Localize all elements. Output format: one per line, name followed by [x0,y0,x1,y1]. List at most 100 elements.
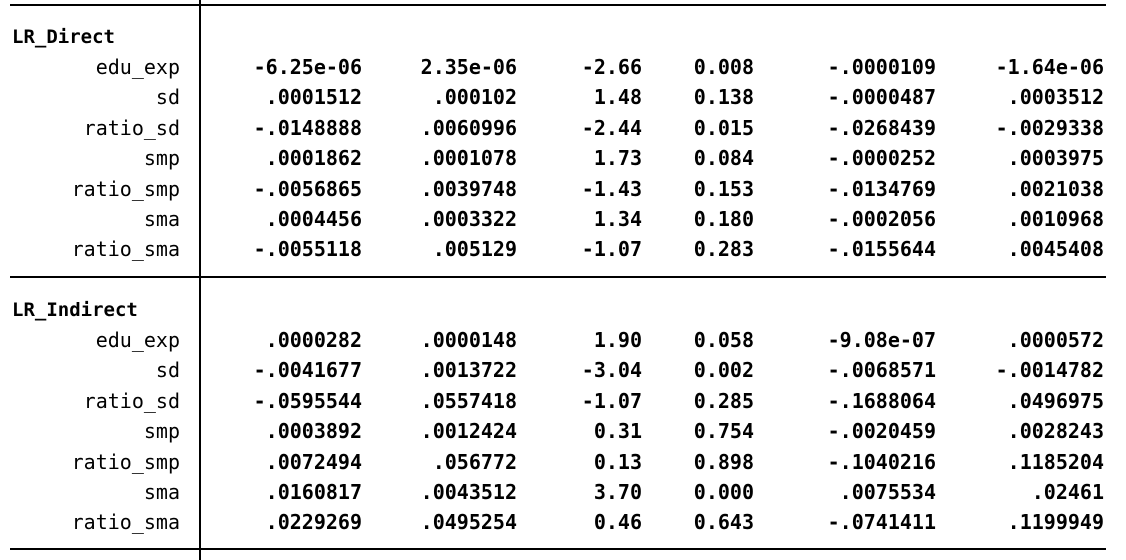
table-row: smp .0003892 .0012424 0.31 0.754 -.0020459 .00… [0,416,1126,446]
table-row: ratio_sd -.0148888 .0060996 -2.44 0.015 -.026… [0,113,1126,143]
table-row: ratio_smp -.0056865 .0039748 -1.43 0.153 -.01… [0,174,1126,204]
table-cell: .0160817 [265,480,362,504]
table-cell: -2.44 [581,115,642,140]
table-cell: 0.153 [693,176,754,201]
table-row: ratio_sma -.0055118 .005129 -1.07 0.283 -.015… [0,234,1126,264]
variable-name: ratio_sma [71,237,180,262]
table-cell: .0003892 [265,419,362,444]
table-cell: 1.34 [593,207,642,231]
table-cell: -.0056865 [253,176,362,201]
variable-name: sd [155,358,180,383]
table-cell: -.0000252 [827,146,936,171]
table-cell: .0039748 [420,176,517,201]
table-cell: -.0041677 [253,358,362,383]
table-cell: .0000282 [265,328,362,352]
table-cell: -1.07 [581,237,642,262]
table-cell: 0.015 [693,115,754,140]
table-cell: .0028243 [1007,419,1104,444]
variable-name: ratio_sd [83,388,180,413]
table-cell: 0.898 [693,449,754,474]
table-vertical-rule [199,0,201,560]
variable-name: ratio_smp [71,176,180,201]
table-cell: 0.46 [593,510,642,535]
table-row: ratio_smp .0072494 .056772 0.13 0.898 -.10402… [0,447,1126,477]
table-cell: 0.180 [693,207,754,231]
table-cell: .056772 [432,449,517,474]
table-cell: .0000572 [1007,328,1104,352]
table-cell: -.0595544 [253,388,362,413]
variable-name: edu_exp [95,328,180,352]
table-cell: .0003975 [1007,146,1104,171]
table-cell: .0495254 [420,510,517,535]
variable-name: sma [143,207,180,231]
table-cell: -.0002056 [827,207,936,231]
table-cell: -.0014782 [995,358,1104,383]
variable-name: smp [143,146,180,171]
table-cell: .0557418 [420,388,517,413]
table-cell: .000102 [432,85,517,110]
variable-name: ratio_smp [71,449,180,474]
group-label: LR_Indirect [12,299,138,321]
table-cell: 1.73 [593,146,642,171]
group-label: LR_Direct [12,26,115,48]
table-cell: .0003322 [420,207,517,231]
table-cell: .0001078 [420,146,517,171]
table-cell: 0.285 [693,388,754,413]
table-cell: .0045408 [1007,237,1104,262]
table-cell: -.0029338 [995,115,1104,140]
table-cell: .0001512 [265,85,362,110]
variable-name: smp [143,419,180,444]
table-row: sma .0160817 .0043512 3.70 0.000 .0075534 .024… [0,477,1126,507]
table-cell: .0010968 [1007,207,1104,231]
table-row: sd -.0041677 .0013722 -3.04 0.002 -.0068571 -.… [0,355,1126,385]
table-row: ratio_sma .0229269 .0495254 0.46 0.643 -.0741… [0,507,1126,537]
table-cell: 3.70 [593,480,642,504]
table-row: smp .0001862 .0001078 1.73 0.084 -.0000252 .00… [0,143,1126,173]
table-row: ratio_sd -.0595544 .0557418 -1.07 0.285 -.168… [0,386,1126,416]
variable-name: sd [155,85,180,110]
table-cell: 0.002 [693,358,754,383]
table-cell: 0.084 [693,146,754,171]
table-cell: .0003512 [1007,85,1104,110]
table-cell: -1.43 [581,176,642,201]
table-cell: .0000148 [420,328,517,352]
table-cell: -1.07 [581,388,642,413]
table-cell: -1.64e-06 [995,55,1104,79]
table-cell: -.0741411 [827,510,936,535]
table-cell: -6.25e-06 [253,55,362,79]
table-cell: 0.138 [693,85,754,110]
variable-name: sma [143,480,180,504]
table-cell: 2.35e-06 [420,55,517,79]
table-cell: -.0134769 [827,176,936,201]
table-cell: .0060996 [420,115,517,140]
table-cell: -.0020459 [827,419,936,444]
table-cell: .02461 [1031,480,1104,504]
table-cell: 0.058 [693,328,754,352]
table-cell: 0.13 [593,449,642,474]
table-cell: .1199949 [1007,510,1104,535]
table-cell: .0013722 [420,358,517,383]
table-row: sma .0004456 .0003322 1.34 0.180 -.0002056 .00… [0,204,1126,234]
table-cell: 0.31 [593,419,642,444]
table-cell: 0.283 [693,237,754,262]
table-top-rule [10,4,1106,6]
table-cell: -.0000109 [827,55,936,79]
table-cell: 0.754 [693,419,754,444]
variable-name: edu_exp [95,55,180,79]
table-cell: .0021038 [1007,176,1104,201]
table-cell: .0229269 [265,510,362,535]
table-cell: -.0268439 [827,115,936,140]
table-cell: -.0155644 [827,237,936,262]
table-cell: -.1040216 [827,449,936,474]
table-cell: 0.643 [693,510,754,535]
table-cell: 0.000 [693,480,754,504]
table-cell: .1185204 [1007,449,1104,474]
table-cell: .0072494 [265,449,362,474]
table-cell: -.0055118 [253,237,362,262]
table-cell: 1.90 [593,328,642,352]
table-cell: -.0148888 [253,115,362,140]
table-cell: -.0068571 [827,358,936,383]
table-cell: .0075534 [839,480,936,504]
table-cell: .0004456 [265,207,362,231]
variable-name: ratio_sma [71,510,180,535]
